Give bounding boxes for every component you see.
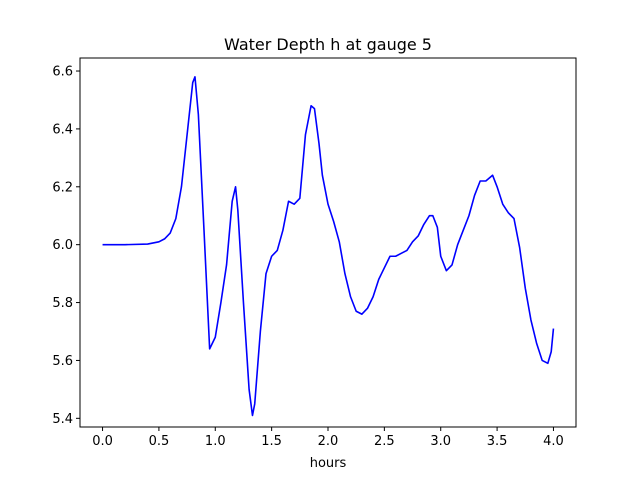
- y-tick-label: 6.0: [52, 238, 73, 253]
- series-line-0: [102, 76, 555, 417]
- x-tick-label: 4.0: [543, 434, 564, 449]
- y-tick-label: 5.6: [52, 354, 73, 369]
- x-tick-label: 2.0: [318, 434, 339, 449]
- x-axis: 0.0 0.5 1.0 1.5 2.0 2.5 3.0 3.5 4.0: [92, 427, 564, 449]
- y-tick-label: 6.6: [52, 65, 73, 80]
- x-tick-label: 0.5: [149, 434, 170, 449]
- x-tick-label: 1.5: [261, 434, 282, 449]
- chart-title: Water Depth h at gauge 5: [224, 35, 432, 54]
- x-tick-label: 1.0: [205, 434, 226, 449]
- x-tick-label: 3.0: [430, 434, 451, 449]
- plot-area: [79, 57, 577, 428]
- x-tick-label: 2.5: [374, 434, 395, 449]
- y-tick-label: 6.4: [52, 122, 73, 137]
- x-tick-label: 3.5: [487, 434, 508, 449]
- y-tick-label: 5.8: [52, 296, 73, 311]
- y-tick-label: 5.4: [52, 412, 73, 427]
- x-tick-label: 0.0: [92, 434, 113, 449]
- x-axis-label: hours: [310, 456, 347, 471]
- y-axis: 5.4 5.6 5.8 6.0 6.2 6.4 6.6: [52, 65, 80, 427]
- y-tick-label: 6.2: [52, 180, 73, 195]
